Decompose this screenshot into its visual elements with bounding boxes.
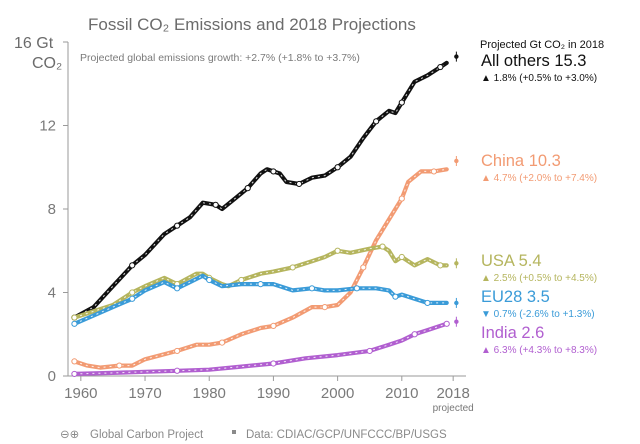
legend-label: All others 15.3 [481,52,586,70]
data-point [379,243,386,250]
data-point [129,295,136,302]
y-tick-label: 4 [48,285,56,302]
data-point [398,195,405,202]
footer-org: Global Carbon Project [90,429,204,441]
series-lines [71,51,459,378]
legend-growth-rate: ▼ 0.7% (-2.6% to +1.3%) [481,309,595,320]
data-point [289,264,296,271]
data-point [71,358,78,365]
data-point [71,370,78,378]
x-tick-label: 1960 [64,385,97,402]
data-point [334,247,341,254]
data-point [424,299,431,307]
series-dash-overlay [74,168,447,369]
data-point [270,168,277,175]
data-point [295,180,303,188]
footer-data-source: Data: CDIAC/GCP/UNFCCC/BP/USGS [246,429,447,441]
legend-label: EU28 3.5 [481,288,550,306]
series-dash-overlay [74,246,447,319]
y-unit-top: 16 Gt [14,35,54,52]
data-point [398,253,405,261]
legend-header: Projected Gt CO₂ in 2018 [480,39,604,51]
legend: All others 15.3 ▲ 1.8% (+0.5% to +3.0%) Ch… [481,52,597,356]
data-point [238,276,245,284]
data-point [129,262,136,269]
legend-growth-rate: ▲ 2.5% (+0.5% to +4.5%) [481,273,597,284]
data-point [443,320,450,327]
projection-point [454,261,459,266]
gcp-logo: ⊖⊕ [60,429,79,441]
y-tick-label: 12 [39,118,56,135]
data-point [430,168,438,175]
data-point [174,347,181,355]
legend-growth-rate: ▲ 4.7% (+2.0% to +7.4%) [481,173,597,184]
series-line [72,60,449,320]
data-point [174,222,181,229]
legend-growth-rate: ▲ 1.8% (+0.5% to +3.0%) [481,73,597,84]
data-point [218,339,226,346]
data-point [392,293,399,300]
data-point [411,331,418,338]
x-tick-label: 2018 [436,385,469,402]
data-point [360,264,367,271]
data-point [174,367,181,374]
data-point [212,201,219,208]
data-point [71,320,78,327]
data-point [334,164,341,171]
data-point [353,285,360,292]
data-point [373,118,380,125]
data-point [129,289,136,296]
chart-subtitle: Projected global emissions growth: +2.7%… [80,52,360,64]
footer-separator [232,430,236,434]
projection-point [454,319,459,324]
series-dash-overlay [74,62,447,319]
data-point [244,185,251,192]
projection-point [454,158,459,164]
legend-label: USA 5.4 [481,252,542,270]
series-line [72,321,449,376]
data-point [71,314,78,321]
axes: 0 4 8 12 1960 1970 1980 1990 2000 2010 2018project… [39,41,474,414]
x-tick-label: 2000 [321,385,354,402]
x-tick-label: 1970 [128,385,161,402]
data-point [206,276,213,284]
data-point [366,347,373,355]
y-unit-bottom: CO₂ [32,55,62,72]
data-point [398,99,405,106]
data-point [437,63,444,71]
data-point [321,304,328,311]
series-dash-overlay [74,275,447,325]
data-point [437,262,444,269]
x-tick-label: 1980 [193,385,226,402]
chart-title: Fossil CO₂ Emissions and 2018 Projection… [88,15,416,34]
projection-point [454,300,459,306]
x-tick-label: 2010 [385,385,418,402]
data-point [308,285,316,292]
data-point [270,322,277,329]
data-point [257,281,264,288]
x-tick-label: 1990 [257,385,290,402]
projected-label: projected [433,403,474,414]
data-point [174,285,181,292]
data-point [270,360,277,367]
y-tick-label: 0 [48,368,56,385]
projection-point [454,54,459,59]
legend-label: India 2.6 [481,324,544,342]
legend-label: China 10.3 [481,152,561,170]
legend-growth-rate: ▲ 6.3% (+4.3% to +8.3%) [481,345,597,356]
y-tick-label: 8 [48,201,56,218]
data-point [116,362,123,369]
